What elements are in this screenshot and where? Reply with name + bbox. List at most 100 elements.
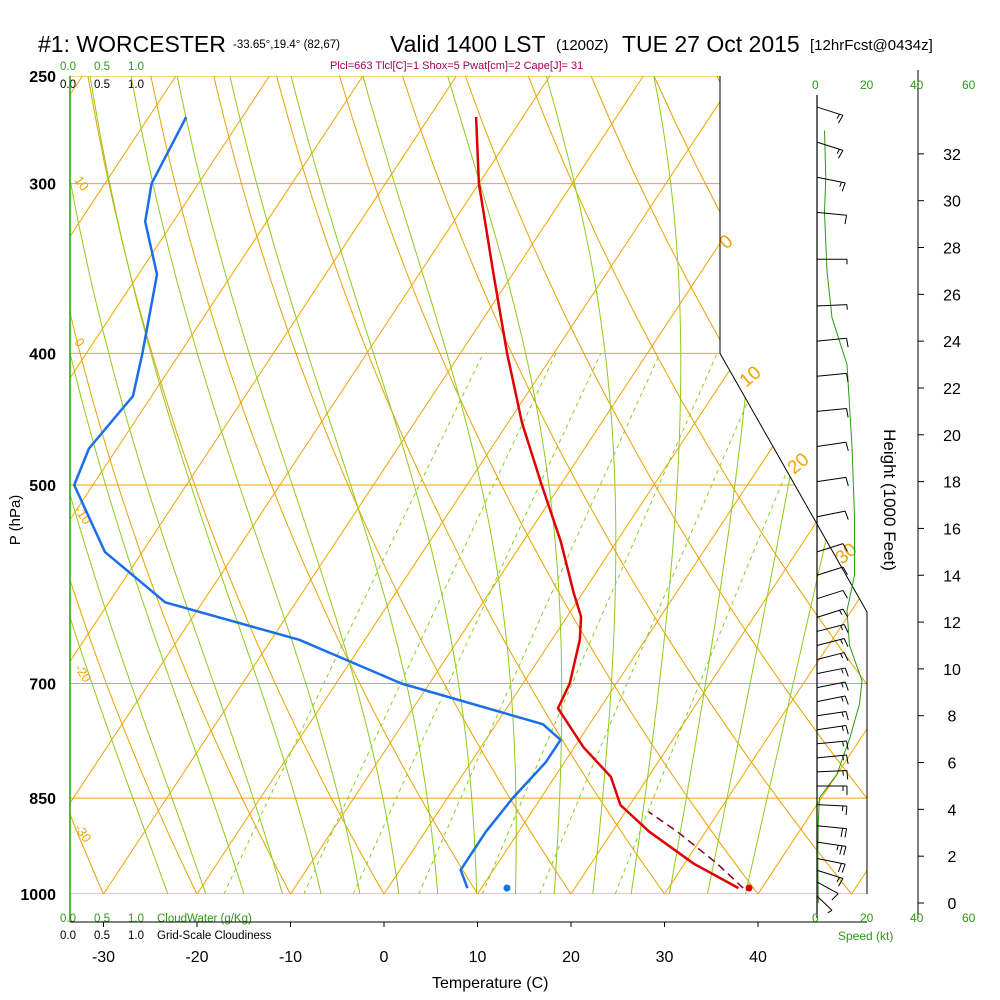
dry-adiabat bbox=[150, 76, 497, 894]
pressure-label: 1000 bbox=[20, 887, 56, 904]
wind-barb-half bbox=[836, 845, 839, 851]
wind-barb bbox=[816, 825, 848, 838]
moist-adiabat bbox=[172, 76, 403, 894]
temp-tick-label: 0 bbox=[380, 949, 389, 966]
speed-axis-title: Speed (kt) bbox=[838, 929, 893, 943]
wind-barb bbox=[817, 258, 848, 265]
wind-barb-flag bbox=[844, 667, 849, 677]
pressure-label: 700 bbox=[29, 677, 56, 694]
wind-barb-flag bbox=[846, 338, 849, 348]
wind-barb-staff bbox=[816, 841, 847, 847]
height-tick-label: 4 bbox=[948, 802, 957, 819]
black-scale-label: 1.0 bbox=[128, 930, 144, 942]
moist-adiabat bbox=[70, 76, 216, 894]
isotherm bbox=[70, 76, 364, 894]
wind-speed-profile bbox=[817, 130, 863, 904]
moist-adiabat bbox=[126, 76, 366, 894]
speed-label: 40 bbox=[910, 78, 924, 92]
wind-barb-staff bbox=[816, 408, 847, 412]
temp-tick-label: 40 bbox=[749, 949, 767, 966]
wind-barb-flag bbox=[843, 846, 847, 856]
wind-barb-flag bbox=[844, 695, 849, 705]
wind-barb-half bbox=[842, 755, 844, 761]
temperature-line bbox=[474, 116, 740, 890]
wind-barb-staff bbox=[816, 510, 846, 518]
parcel-line bbox=[648, 811, 744, 889]
wind-barb bbox=[816, 710, 849, 721]
wind-barb-half bbox=[836, 113, 840, 119]
wind-barb-flag bbox=[845, 806, 848, 816]
left-scale-top: 0.0 0.5 1.0 0.0 0.5 1.0 bbox=[60, 61, 144, 91]
green-scale-label: 0.0 bbox=[60, 913, 76, 925]
forecast-info: [12hrFcst@0434z] bbox=[810, 37, 933, 54]
isotherm bbox=[477, 76, 867, 894]
wind-barb-staff bbox=[816, 566, 844, 576]
x-axis-title: Temperature (C) bbox=[432, 975, 548, 992]
dewpoint-line bbox=[72, 116, 562, 889]
isotherm bbox=[70, 76, 270, 894]
temp-tick-label: -10 bbox=[279, 949, 302, 966]
wind-barb-staff bbox=[816, 754, 847, 759]
height-tick-label: 0 bbox=[948, 896, 957, 913]
dry-adiabat bbox=[339, 76, 781, 894]
wind-barb-half bbox=[839, 181, 842, 188]
wind-barb-staff bbox=[816, 106, 844, 116]
height-tick-label: 28 bbox=[943, 241, 961, 258]
wind-barb bbox=[816, 858, 846, 873]
wind-barb bbox=[816, 724, 849, 735]
wind-barb bbox=[816, 869, 844, 887]
wind-barb-staff bbox=[816, 769, 847, 773]
wind-barb-half bbox=[840, 696, 844, 702]
wind-barb-staff bbox=[816, 608, 844, 618]
wind-barb-staff bbox=[816, 681, 846, 689]
mixing-ratio-line bbox=[539, 353, 770, 894]
plot-boundary bbox=[719, 76, 868, 894]
station-coords: -33.65°,19.4° (82,67) bbox=[233, 39, 340, 51]
moist-adiabat bbox=[355, 76, 517, 894]
speed-label: 20 bbox=[860, 78, 874, 92]
height-tick-label: 22 bbox=[943, 381, 961, 398]
station-title: #1: WORCESTER bbox=[38, 31, 226, 57]
wind-barb bbox=[816, 589, 848, 600]
wind-barb-flag bbox=[846, 770, 849, 780]
isotherm bbox=[664, 76, 867, 894]
wind-barb-flag bbox=[843, 638, 849, 647]
wind-barb bbox=[816, 740, 849, 750]
isotherm bbox=[196, 76, 738, 894]
dry-adiabat bbox=[87, 76, 402, 894]
wind-barb-staff bbox=[816, 441, 847, 447]
wind-barb-flag bbox=[844, 215, 848, 225]
wind-barb bbox=[816, 623, 849, 633]
speed-label: 0 bbox=[812, 911, 819, 925]
moist-adiabat bbox=[224, 76, 441, 894]
wind-barb-staff bbox=[816, 825, 847, 830]
green-scale-label: 1.0 bbox=[128, 913, 144, 925]
moist-adiabat bbox=[738, 76, 867, 894]
moist-adiabat bbox=[70, 76, 179, 894]
moist-adiabat bbox=[85, 76, 329, 894]
wind-barb bbox=[816, 804, 848, 816]
green-scale-label: 1.0 bbox=[128, 61, 144, 73]
wind-barb bbox=[816, 141, 844, 159]
wind-barb-staff bbox=[816, 710, 847, 717]
temp-tick-label: -30 bbox=[92, 949, 115, 966]
wind-barb-flag bbox=[842, 590, 848, 599]
wind-barb bbox=[816, 408, 849, 418]
dry-adiabat bbox=[70, 76, 307, 894]
wind-barb-staff bbox=[816, 623, 845, 632]
wind-barb bbox=[816, 769, 849, 780]
wind-barb bbox=[816, 667, 849, 677]
wind-barb-flag bbox=[843, 652, 849, 661]
moist-adiabat bbox=[538, 76, 617, 894]
moist-adiabat bbox=[70, 76, 291, 894]
isotherm-label: 10 bbox=[72, 173, 93, 193]
height-tick-label: 2 bbox=[948, 849, 957, 866]
wind-barb-staff bbox=[816, 211, 847, 216]
stability-indices: Plcl=663 Tlcl[C]=1 Shox=5 Pwat[cm]=2 Cap… bbox=[330, 60, 583, 72]
pressure-label: 500 bbox=[29, 478, 56, 495]
wind-barb-flag bbox=[844, 510, 849, 520]
height-tick-label: 32 bbox=[943, 147, 961, 164]
axes: 250 300 400 500 700 850 1000 -30 -20 -10 0 10 20 30 40 bbox=[20, 69, 767, 966]
